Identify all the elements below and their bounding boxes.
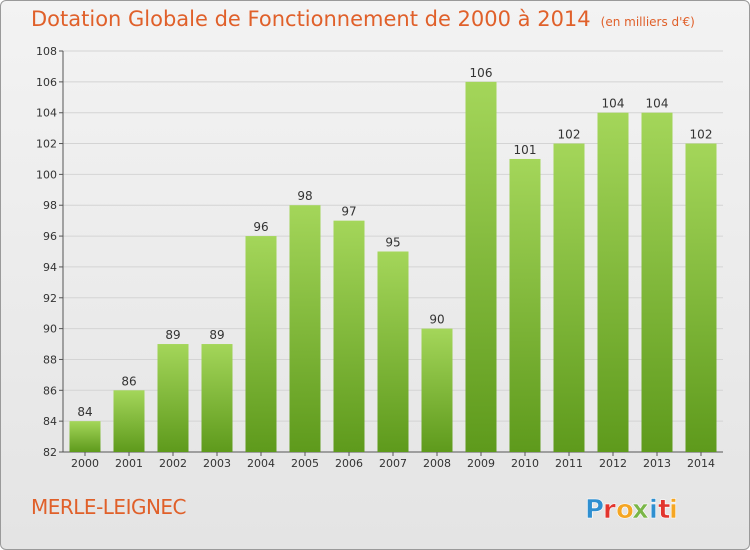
bar-value-label: 101 <box>514 143 537 157</box>
bar-2002 <box>157 344 189 452</box>
y-tick-label: 96 <box>43 230 57 243</box>
bar-2009 <box>465 81 497 452</box>
bar-2003 <box>201 344 233 452</box>
y-tick-label: 92 <box>43 292 57 305</box>
y-tick-label: 88 <box>43 353 57 366</box>
bar-value-labels: 84 86 89 89 96 98 97 95 90 106 101 102 104 104 102 <box>77 66 712 419</box>
chart-title-text: Dotation Globale de Fonctionnement de 20… <box>31 7 591 31</box>
bar-2005 <box>289 205 321 452</box>
bar-value-label: 104 <box>646 97 669 111</box>
logo-letter: t <box>658 495 670 525</box>
chart-unit-note: (en milliers d'€) <box>600 15 695 29</box>
logo-letter: o <box>616 495 634 525</box>
bar-value-label: 84 <box>77 405 92 419</box>
bar-2007 <box>377 251 409 452</box>
bar-2011 <box>553 143 585 453</box>
y-tick-label: 90 <box>43 323 57 336</box>
bar-2010 <box>509 158 541 452</box>
bar-2008 <box>421 328 453 452</box>
x-tick-label: 2009 <box>467 457 495 470</box>
bar-value-label: 89 <box>165 328 180 342</box>
bar-value-label: 102 <box>558 128 581 142</box>
x-tick-label: 2005 <box>291 457 319 470</box>
bar-2000 <box>69 421 101 452</box>
bars <box>69 81 717 453</box>
y-tick-label: 108 <box>36 45 57 58</box>
y-tick-label: 100 <box>36 168 57 181</box>
x-tick-label: 2006 <box>335 457 363 470</box>
bar-value-label: 90 <box>429 313 444 327</box>
bar-2004 <box>245 236 277 452</box>
proxiti-logo: Pr ox i ti <box>585 495 679 525</box>
y-tick-label: 82 <box>43 446 57 459</box>
bar-value-label: 86 <box>121 374 136 388</box>
bar-2014 <box>685 143 717 453</box>
bar-value-label: 104 <box>602 97 625 111</box>
x-tick-label: 2012 <box>599 457 627 470</box>
y-tick-labels: 82 84 86 88 90 92 94 96 98 100 102 104 106 108 <box>36 45 63 459</box>
x-tick-label: 2003 <box>203 457 231 470</box>
bar-2012 <box>597 112 629 452</box>
bar-2013 <box>641 112 673 452</box>
x-tick-label: 2000 <box>71 457 99 470</box>
y-tick-label: 98 <box>43 199 57 212</box>
logo-letter: i <box>669 495 678 525</box>
x-tick-labels: 2000 2001 2002 2003 2004 2005 2006 2007 2008 2009… <box>71 452 715 470</box>
bar-value-label: 96 <box>253 220 268 234</box>
y-tick-label: 102 <box>36 138 57 151</box>
x-tick-label: 2002 <box>159 457 187 470</box>
logo-letter: i <box>649 495 658 525</box>
y-tick-label: 106 <box>36 76 57 89</box>
x-tick-label: 2013 <box>643 457 671 470</box>
y-tick-label: 104 <box>36 107 57 120</box>
y-tick-label: 94 <box>43 261 57 274</box>
x-tick-label: 2004 <box>247 457 275 470</box>
logo-letter: P <box>585 495 604 525</box>
x-tick-label: 2011 <box>555 457 583 470</box>
bar-value-label: 106 <box>470 66 493 80</box>
x-tick-label: 2007 <box>379 457 407 470</box>
bar-value-label: 97 <box>341 205 356 219</box>
logo-letter: r <box>603 495 616 525</box>
x-tick-label: 2001 <box>115 457 143 470</box>
bar-value-label: 98 <box>297 189 312 203</box>
x-tick-label: 2014 <box>687 457 715 470</box>
bar-2001 <box>113 390 145 452</box>
y-tick-label: 86 <box>43 384 57 397</box>
bar-value-label: 102 <box>690 128 713 142</box>
bar-2006 <box>333 220 365 452</box>
chart-title: Dotation Globale de Fonctionnement de 20… <box>31 7 695 31</box>
bar-value-label: 95 <box>385 236 400 250</box>
x-tick-label: 2008 <box>423 457 451 470</box>
bar-value-label: 89 <box>209 328 224 342</box>
logo-letter: x <box>632 495 649 525</box>
x-tick-label: 2010 <box>511 457 539 470</box>
commune-name: MERLE-LEIGNEC <box>31 495 187 519</box>
y-tick-label: 84 <box>43 415 57 428</box>
